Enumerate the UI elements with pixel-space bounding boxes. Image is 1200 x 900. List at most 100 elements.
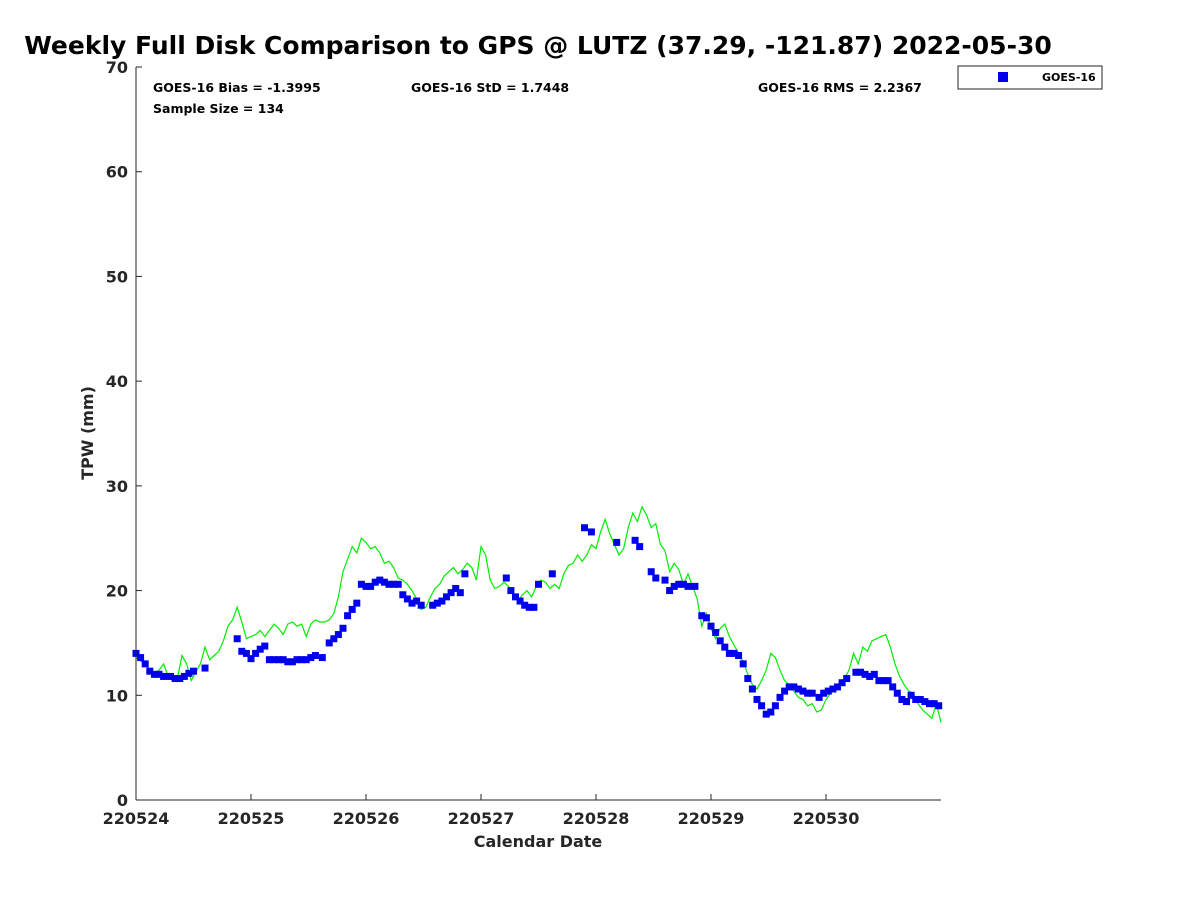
goes16-data-point (903, 698, 910, 706)
goes16-data-point (916, 695, 924, 703)
goes16-data-point (279, 656, 287, 664)
goes16-data-point (339, 624, 347, 632)
goes16-data-point (884, 677, 892, 685)
legend: GOES-16 (957, 65, 1103, 90)
goes16-data-point (288, 658, 296, 666)
goes16-data-point (452, 584, 460, 592)
goes16-data-point (912, 695, 920, 703)
goes16-data-point (307, 654, 315, 662)
goes16-data-point (870, 670, 878, 678)
goes16-data-point (146, 667, 154, 675)
goes16-data-point (838, 679, 846, 687)
goes16-data-point (141, 660, 149, 668)
y-tick-label: 70 (106, 58, 128, 77)
goes16-data-point (716, 637, 724, 645)
legend-label-goes16: GOES-16 (1042, 71, 1096, 84)
goes16-data-point (380, 578, 388, 586)
x-tick-label: 220530 (793, 809, 860, 828)
goes16-data-point (930, 700, 938, 708)
goes16-data-point (429, 601, 437, 609)
goes16-data-point (866, 672, 874, 680)
goes16-data-point (362, 582, 370, 590)
goes16-data-point (587, 528, 595, 536)
goes16-data-point (507, 587, 515, 595)
y-tick-label: 40 (106, 372, 128, 391)
chart-title: Weekly Full Disk Comparison to GPS @ LUT… (24, 31, 1052, 60)
goes16-data-point (376, 576, 384, 584)
y-tick-label: 0 (117, 791, 128, 810)
goes16-data-point (767, 708, 775, 716)
goes16-data-point (521, 601, 529, 609)
goes16-data-point (776, 693, 784, 701)
goes16-data-point (535, 580, 542, 588)
x-tick-label: 220527 (448, 809, 515, 828)
goes16-data-point (739, 660, 747, 668)
goes16-data-point (461, 570, 469, 578)
y-tick-label: 60 (106, 163, 128, 182)
goes16-data-point (456, 589, 464, 597)
goes16-data-point (155, 670, 163, 678)
goes16-data-point (843, 675, 851, 683)
goes16-data-point (261, 642, 269, 650)
goes16-data-point (684, 582, 692, 590)
goes16-data-point (385, 580, 393, 588)
goes16-data-point (725, 649, 733, 657)
goes16-data-point (137, 654, 145, 662)
goes16-data-point (753, 695, 761, 703)
goes16-data-point (298, 656, 306, 664)
goes16-data-point (348, 605, 356, 613)
goes16-data-point (233, 635, 241, 643)
x-axis-label: Calendar Date (474, 832, 603, 851)
goes16-data-point (525, 603, 533, 611)
goes16-data-point (284, 658, 292, 666)
goes16-data-point (344, 612, 352, 620)
x-tick-label: 220524 (103, 809, 170, 828)
goes16-data-point (702, 614, 710, 622)
goes16-data-point (771, 702, 779, 710)
goes16-data-point (820, 689, 828, 697)
goes16-data-point (852, 668, 860, 676)
goes16-data-point (698, 612, 706, 620)
goes16-data-point (799, 687, 807, 695)
goes16-data-point (167, 672, 174, 680)
goes16-data-point (311, 651, 319, 659)
goes16-data-point (675, 580, 683, 588)
goes16-data-point (270, 656, 278, 664)
y-tick-label: 30 (106, 477, 128, 496)
goes16-data-point (171, 675, 179, 683)
goes16-data-point (447, 589, 455, 597)
goes16-data-point (762, 710, 770, 718)
goes16-data-point (318, 654, 326, 662)
green-series-layer (135, 505, 942, 723)
goes16-data-point (679, 580, 687, 588)
y-tick-label: 20 (106, 582, 128, 601)
goes16-data-point (325, 639, 333, 647)
legend-box (957, 65, 1103, 90)
goes16-data-point (438, 597, 446, 605)
x-tick-label: 220526 (333, 809, 400, 828)
green-series-line (135, 505, 942, 723)
x-tick-label: 220528 (563, 809, 630, 828)
goes16-data-point (302, 656, 310, 664)
goes16-data-point (403, 595, 411, 603)
goes16-data-point (829, 685, 837, 693)
goes16-data-point (394, 580, 402, 588)
goes16-data-point (185, 669, 193, 677)
goes16-data-point (744, 675, 752, 683)
goes16-data-point (921, 698, 929, 706)
goes16-data-point (790, 683, 798, 691)
goes16-data-point (353, 599, 361, 607)
goes16-data-point (433, 599, 441, 607)
goes16-data-point (636, 543, 644, 551)
goes16-data-point (691, 582, 699, 590)
sample-size-stat: Sample Size = 134 (153, 101, 284, 116)
goes16-data-point (150, 670, 158, 678)
goes16-data-point (443, 593, 450, 601)
goes16-data-point (735, 651, 743, 659)
goes16-data-point (785, 683, 793, 691)
goes16-data-point (399, 591, 407, 599)
goes16-data-point (502, 574, 510, 582)
goes16-data-point (721, 643, 729, 651)
